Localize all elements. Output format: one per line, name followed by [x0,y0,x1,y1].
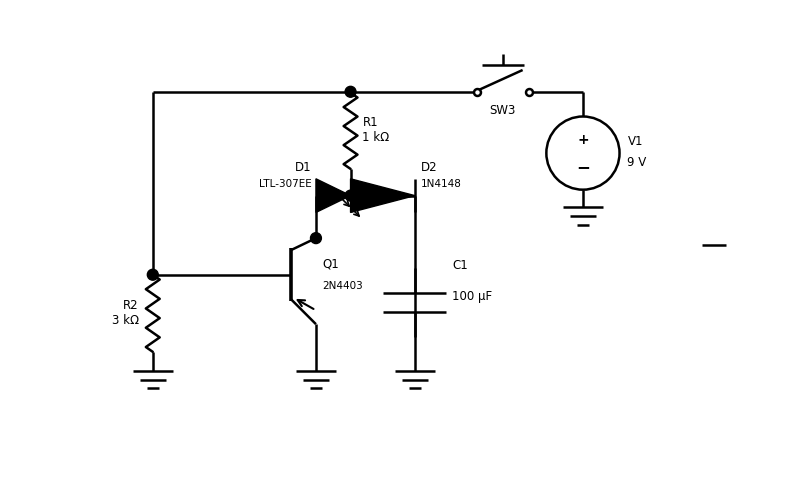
Text: −: − [576,158,590,176]
Text: SW3: SW3 [490,104,516,117]
Text: V1: V1 [627,134,643,147]
Polygon shape [350,179,415,212]
Text: C1: C1 [453,259,468,272]
Text: 1N4148: 1N4148 [421,178,462,188]
Text: 2N4403: 2N4403 [322,280,362,290]
Polygon shape [316,179,350,212]
Text: D2: D2 [421,161,438,174]
Circle shape [345,86,356,97]
Text: D1: D1 [295,161,312,174]
Text: R2
3 kΩ: R2 3 kΩ [112,300,139,328]
Circle shape [147,270,158,280]
Text: Q1: Q1 [322,258,338,271]
Circle shape [345,190,356,201]
Text: +: + [577,133,589,147]
Text: LTL-307EE: LTL-307EE [259,178,312,188]
Circle shape [310,232,322,243]
Text: 100 μF: 100 μF [453,290,493,302]
Text: 9 V: 9 V [627,156,646,170]
Text: R1
1 kΩ: R1 1 kΩ [362,116,390,144]
